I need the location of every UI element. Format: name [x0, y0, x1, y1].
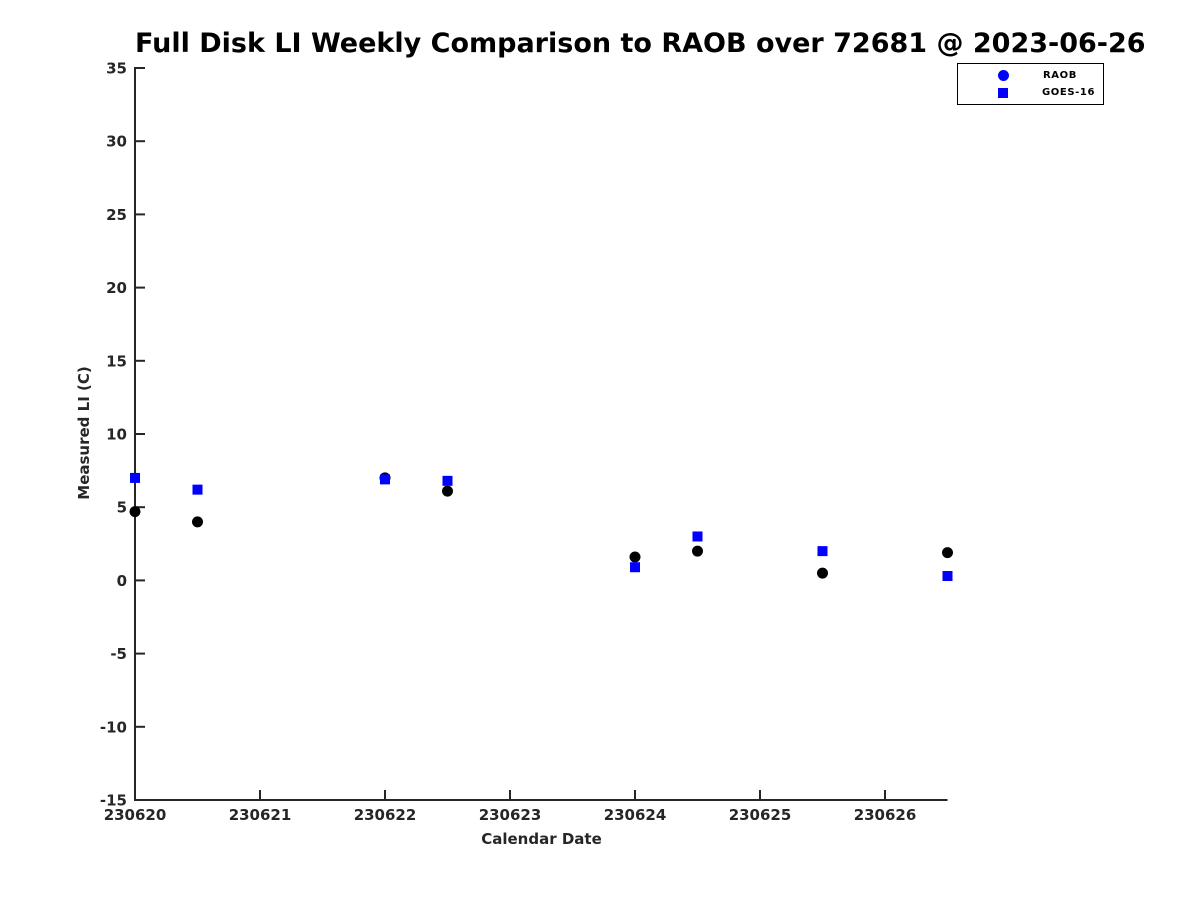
goes-16-square-icon: [998, 87, 1008, 98]
y-tick-label: -5: [110, 645, 127, 663]
raob-circle-icon: [998, 70, 1009, 81]
x-tick-label: 230620: [104, 806, 167, 824]
y-tick-label: -10: [100, 718, 127, 736]
raob-marker: [629, 551, 641, 563]
goes-16-marker: [130, 472, 140, 483]
y-tick-label: 5: [117, 499, 127, 517]
raob-marker: [817, 567, 828, 579]
goes-16-marker: [692, 531, 703, 542]
x-tick-label: 230621: [229, 806, 292, 824]
goes-16-marker: [442, 475, 453, 486]
y-tick-label: 20: [106, 279, 127, 297]
x-tick-label: 230623: [479, 806, 542, 824]
goes-16-marker: [817, 546, 828, 557]
y-tick-label: 15: [106, 352, 127, 370]
legend-item-goes-16: GOES-16: [958, 86, 1103, 99]
x-axis-label: Calendar Date: [481, 830, 602, 848]
goes-16-marker: [380, 474, 390, 485]
y-tick-label: 25: [106, 206, 127, 224]
raob-marker: [442, 485, 453, 497]
raob-marker: [192, 516, 203, 528]
legend-item-raob: RAOB: [958, 69, 1103, 82]
x-tick-label: 230622: [354, 806, 417, 824]
raob-marker: [942, 547, 953, 559]
y-tick-label: -15: [100, 792, 127, 810]
y-tick-label: 30: [106, 133, 127, 151]
goes-16-marker: [192, 484, 203, 495]
x-tick-label: 230625: [729, 806, 792, 824]
legend-label-goes-16: GOES-16: [1042, 87, 1096, 98]
y-tick-label: 0: [117, 572, 127, 590]
goes-16-marker: [942, 571, 953, 582]
y-tick-label: 35: [106, 60, 127, 78]
goes-16-marker: [630, 562, 640, 573]
y-tick-label: 10: [106, 426, 127, 444]
raob-marker: [129, 506, 141, 518]
legend-label-raob: RAOB: [1043, 70, 1077, 81]
x-tick-label: 230624: [604, 806, 667, 824]
x-tick-label: 230626: [854, 806, 917, 824]
y-axis-label: Measured LI (C): [75, 366, 93, 500]
legend: RAOB GOES-16: [957, 63, 1104, 105]
raob-marker: [692, 545, 703, 557]
